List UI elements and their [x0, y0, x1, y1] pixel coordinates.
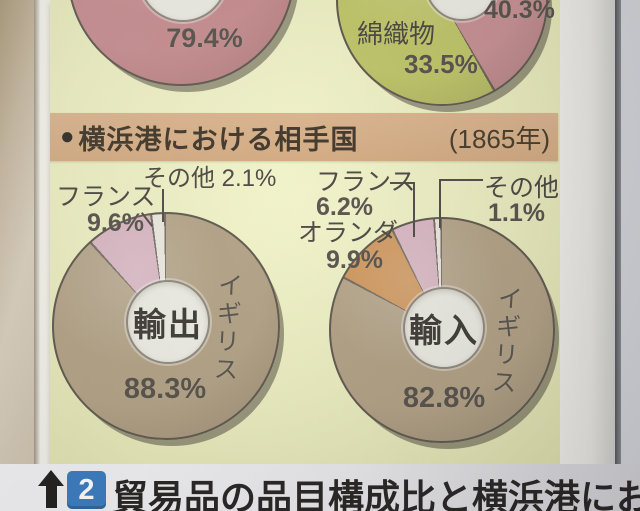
top-left-donut-hole: [138, 0, 228, 22]
import-uk-pct: 82.8%: [402, 382, 486, 414]
import-netherlands-label: オランダ: [298, 219, 399, 247]
top-left-partial-donut-chart: [67, 0, 295, 86]
cotton-slice-label: 綿織物: [357, 19, 436, 49]
import-other-leader-line-v: [439, 179, 441, 228]
export-donut-chart: 輸出: [52, 212, 280, 440]
import-netherlands-pct: 9.9%: [326, 246, 383, 274]
caption-text: 貿易品の品目構成比と横浜港におけ: [112, 477, 640, 511]
up-arrow-head: [38, 470, 64, 486]
book-right-edge: [615, 0, 621, 464]
section-year: (1865年): [448, 123, 550, 154]
export-uk-pct: 88.3%: [123, 373, 207, 405]
bullet-marker-icon: ●: [60, 123, 75, 150]
export-other-label: その他 2.1%: [143, 165, 277, 192]
export-center-label: 輸出: [133, 306, 203, 343]
import-donut-chart: 輸入: [329, 217, 555, 443]
caption-bar: [0, 464, 640, 511]
export-other-leader-line: [162, 189, 164, 222]
import-france-label: フランス: [316, 168, 416, 196]
import-france-pct: 6.2%: [316, 193, 373, 221]
background-right: [621, 0, 640, 464]
export-uk-label: イギリス: [209, 271, 244, 385]
cotton-slice-pct: 33.5%: [404, 49, 478, 79]
import-other-pct: 1.1%: [488, 199, 545, 227]
import-other-leader-line-h: [440, 179, 483, 181]
export-france-pct: 9.6%: [87, 209, 144, 237]
section-title: 横浜港における相手国: [78, 124, 359, 155]
section-header-band: ● 横浜港における相手国 (1865年): [50, 113, 558, 161]
import-france-leader-line-v: [413, 182, 415, 237]
export-donut-hole: 輸出: [126, 280, 210, 364]
import-donut-hole: 輸入: [403, 287, 485, 369]
top-right-slice-pct: 40.3%: [484, 0, 555, 24]
page-margin-left: [34, 0, 50, 464]
top-left-slice-pct: 79.4%: [166, 23, 243, 53]
export-france-label: フランス: [56, 183, 156, 211]
import-center-label: 輸入: [409, 312, 479, 349]
up-arrow-stem: [45, 486, 57, 508]
figure-number-badge: 2: [67, 471, 106, 509]
import-france-leader-line-h: [390, 182, 415, 184]
page-margin-right: [560, 0, 615, 464]
figure-panel: 79.4% 綿織物 33.5% 40.3% ● 横浜港における相手国 (1865…: [50, 0, 560, 464]
import-other-label: その他: [484, 174, 560, 202]
up-arrow-icon: [38, 470, 64, 510]
book-left-edge: [0, 0, 34, 464]
